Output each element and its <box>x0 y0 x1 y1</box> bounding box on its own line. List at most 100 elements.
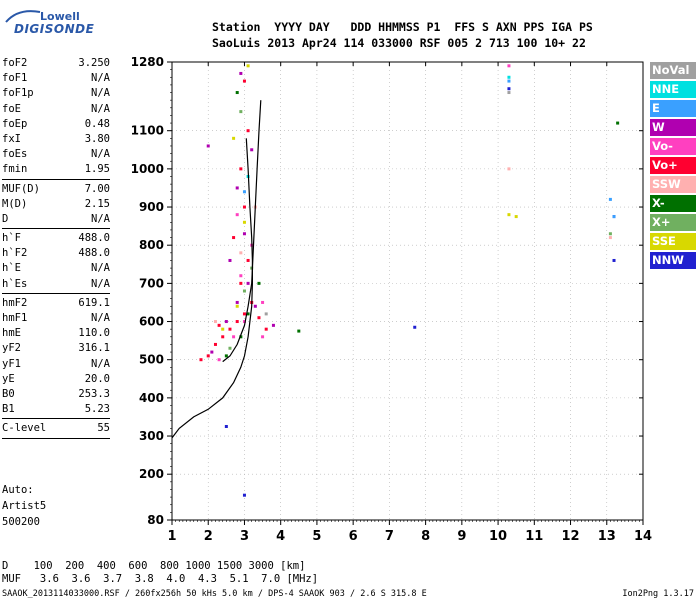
data-point <box>232 236 236 240</box>
data-point <box>612 258 616 262</box>
parameter-value: 0.48 <box>84 117 110 130</box>
parameter-row: hmF1 N/A <box>2 311 110 326</box>
x-tick-label: 12 <box>561 529 579 544</box>
data-point <box>612 215 616 219</box>
legend-item: SSW <box>650 176 696 193</box>
data-point <box>246 281 250 285</box>
auto-artist: Artist5 <box>2 500 47 512</box>
polarization-legend: NoVal NNE E W Vo- Vo+ SSW X- X+ SSE NNW <box>650 62 696 271</box>
data-point <box>297 329 301 333</box>
data-point <box>507 64 511 68</box>
parameter-divider <box>2 228 110 230</box>
parameter-name: hmF1 <box>2 312 28 324</box>
parameter-row: h`E N/A <box>2 261 110 276</box>
legend-item: W <box>650 119 696 136</box>
parameter-value: 1.95 <box>84 163 110 176</box>
chart-axes: 1 2 3 4 5 6 7 8 9 10 11 12 13 14802003004005006007008… <box>131 55 652 544</box>
muf-row: MUF 3.6 3.6 3.7 3.8 4.0 4.3 5.1 7.0 [MHz… <box>2 573 319 585</box>
parameter-divider <box>2 418 110 420</box>
parameter-name: yE <box>2 372 15 385</box>
parameter-value: 7.00 <box>84 182 110 195</box>
data-point <box>250 148 254 152</box>
parameter-name: yF2 <box>2 342 21 355</box>
parameter-value: 3.250 <box>78 57 110 69</box>
x-tick-label: 4 <box>276 529 285 544</box>
parameter-row: foF2 3.250 <box>2 56 110 71</box>
parameter-divider <box>2 292 110 294</box>
parameter-value: N/A <box>91 312 110 324</box>
chart-points <box>199 64 620 497</box>
y-tick-label: 400 <box>139 391 164 405</box>
data-point <box>206 144 210 148</box>
parameter-value: 3.80 <box>84 132 110 145</box>
data-point <box>271 323 275 327</box>
parameter-row: C-level 55 <box>2 421 110 436</box>
data-point <box>221 335 225 339</box>
parameter-name: h`F <box>2 232 21 245</box>
chart-curves <box>171 100 262 439</box>
parameter-value: 5.23 <box>84 403 110 416</box>
parameter-value: N/A <box>91 277 110 290</box>
parameter-row: foF1 N/A <box>2 71 110 86</box>
parameter-divider <box>2 437 110 439</box>
parameter-row: h`F2 488.0 <box>2 246 110 261</box>
parameter-row: fxI 3.80 <box>2 132 110 147</box>
auto-label: Auto: <box>2 484 34 496</box>
auto-version: 500200 <box>2 516 40 528</box>
data-point <box>242 312 246 316</box>
parameter-row: foF1p N/A <box>2 86 110 101</box>
parameter-value: 488.0 <box>78 247 110 260</box>
data-point <box>239 274 243 278</box>
data-point <box>217 358 221 362</box>
parameter-panel: foF2 3.250 foF1 N/A foF1p N/A foE N/A foEp 0.48 fx… <box>2 56 110 441</box>
y-tick-label: 600 <box>139 315 164 329</box>
footer-info: SAAOK_2013114033000.RSF / 260fx256h 50 k… <box>2 589 427 599</box>
parameter-name: yF1 <box>2 357 21 370</box>
parameter-row: h`Es N/A <box>2 277 110 292</box>
legend-item: SSE <box>650 233 696 250</box>
data-point <box>264 312 268 316</box>
lowell-logo-swoosh-icon <box>5 10 41 23</box>
data-point <box>257 316 261 320</box>
x-tick-label: 8 <box>421 529 430 544</box>
parameter-name: foF1p <box>2 87 34 100</box>
data-point <box>239 71 243 75</box>
y-tick-label: 1100 <box>131 124 164 138</box>
parameter-name: h`F2 <box>2 247 28 260</box>
data-point <box>507 213 511 217</box>
parameter-value: 55 <box>97 422 110 435</box>
header-keys: Station YYYY DAY DDD HHMMSS P1 FFS S AXN… <box>212 20 593 34</box>
parameter-name: h`Es <box>2 277 28 290</box>
parameter-row: B1 5.23 <box>2 402 110 417</box>
x-tick-label: 1 <box>167 529 176 544</box>
parameter-row: h`F 488.0 <box>2 231 110 246</box>
data-point <box>213 342 217 346</box>
footer-version: Ion2Png 1.3.17 <box>622 589 694 599</box>
data-point <box>257 281 261 285</box>
parameter-row: yF2 316.1 <box>2 341 110 356</box>
parameter-value: N/A <box>91 357 110 370</box>
y-tick-label: 300 <box>139 429 164 443</box>
y-tick-label: 1000 <box>131 162 164 176</box>
header-values: SaoLuis 2013 Apr24 114 033000 RSF 005 2 … <box>212 36 586 50</box>
parameter-value: 253.3 <box>78 387 110 400</box>
data-point <box>253 304 257 308</box>
x-tick-label: 6 <box>349 529 358 544</box>
parameter-name: B0 <box>2 387 15 400</box>
parameter-row: M(D) 2.15 <box>2 197 110 212</box>
legend-item: NoVal <box>650 62 696 79</box>
parameter-row: D N/A <box>2 212 110 227</box>
data-point <box>206 354 210 358</box>
parameter-value: 316.1 <box>78 342 110 355</box>
data-point <box>210 350 214 354</box>
data-point <box>213 320 217 324</box>
x-tick-label: 5 <box>312 529 321 544</box>
data-point <box>235 186 239 190</box>
data-point <box>239 335 243 339</box>
data-point <box>507 79 511 83</box>
data-point <box>250 266 254 270</box>
data-point <box>235 320 239 324</box>
data-point <box>507 167 511 171</box>
data-point <box>228 327 232 331</box>
